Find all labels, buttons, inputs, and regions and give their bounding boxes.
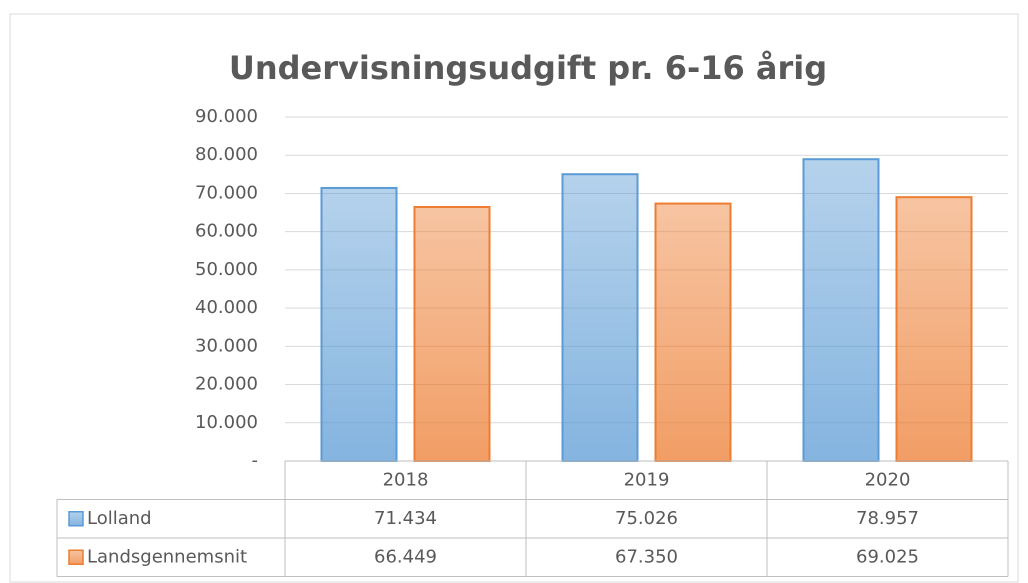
bar (561, 173, 639, 463)
y-tick-label: 60.000 (195, 221, 258, 242)
data-table-value: 78.957 (856, 508, 919, 529)
data-table-value: 67.350 (615, 546, 678, 567)
x-tick-label: 2018 (383, 469, 429, 490)
y-tick-label: 50.000 (195, 259, 258, 280)
x-tick-label: 2020 (865, 469, 911, 490)
y-tick-label: 80.000 (195, 144, 258, 165)
legend-label: Landsgennemsnit (87, 546, 247, 567)
legend-label: Lolland (87, 508, 152, 529)
y-tick-label: 30.000 (195, 335, 258, 356)
data-table-value: 75.026 (615, 508, 678, 529)
y-tick-label: 90.000 (195, 106, 258, 127)
legend-key (68, 549, 84, 565)
y-tick-label: 70.000 (195, 182, 258, 203)
bar (654, 202, 732, 462)
bar (413, 206, 491, 462)
data-table-value: 66.449 (374, 546, 437, 567)
y-tick-label: 40.000 (195, 297, 258, 318)
y-tick-label: 10.000 (195, 412, 258, 433)
bar (320, 186, 398, 462)
chart-title: Undervisningsudgift pr. 6-16 årig (229, 49, 827, 87)
y-tick-label: 20.000 (195, 374, 258, 395)
bar (802, 158, 880, 462)
bar (895, 196, 973, 462)
legend-key (68, 511, 84, 527)
data-table-value: 71.434 (374, 508, 437, 529)
x-tick-label: 2019 (624, 469, 670, 490)
data-table-value: 69.025 (856, 546, 919, 567)
y-tick-label: - (252, 450, 259, 471)
